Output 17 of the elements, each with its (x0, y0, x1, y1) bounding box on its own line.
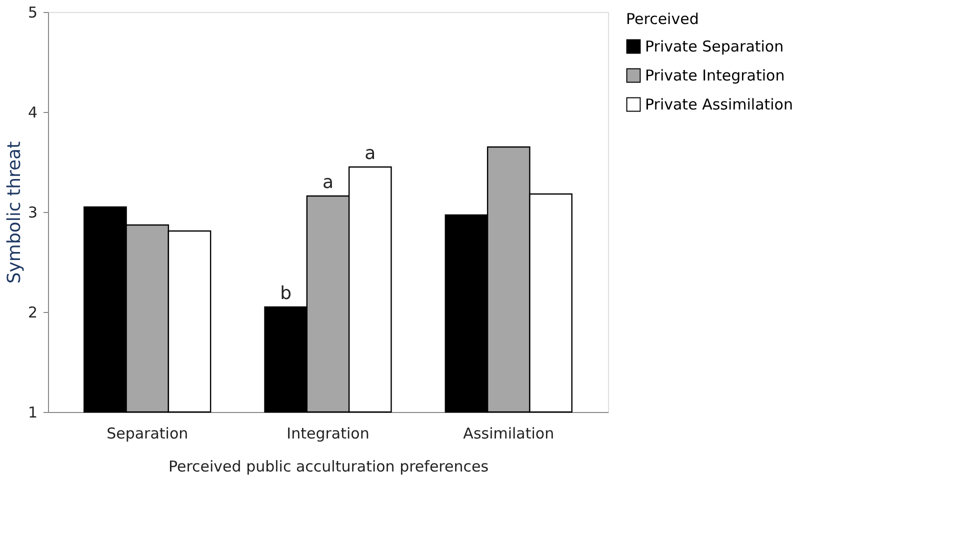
legend-label: Private Assimilation (645, 96, 793, 114)
data-label: a (322, 172, 334, 193)
y-tick-label: 3 (28, 204, 38, 222)
y-tick-label: 2 (28, 304, 38, 322)
legend-label: Private Integration (645, 66, 785, 84)
x-tick-label: Assimilation (463, 424, 554, 442)
y-tick-label: 5 (28, 4, 38, 22)
y-axis-title: Symbolic threat (4, 141, 25, 284)
legend-label: Private Separation (645, 38, 784, 56)
data-label: a (364, 143, 376, 164)
y-tick-label: 4 (28, 104, 38, 122)
x-tick-label: Integration (286, 424, 370, 442)
legend-title: Perceived (626, 10, 699, 28)
x-tick-label: Separation (106, 424, 188, 442)
x-axis-title: Perceived public acculturation preferences (168, 458, 489, 476)
y-tick-label: 1 (28, 404, 38, 422)
data-label: b (280, 283, 292, 304)
